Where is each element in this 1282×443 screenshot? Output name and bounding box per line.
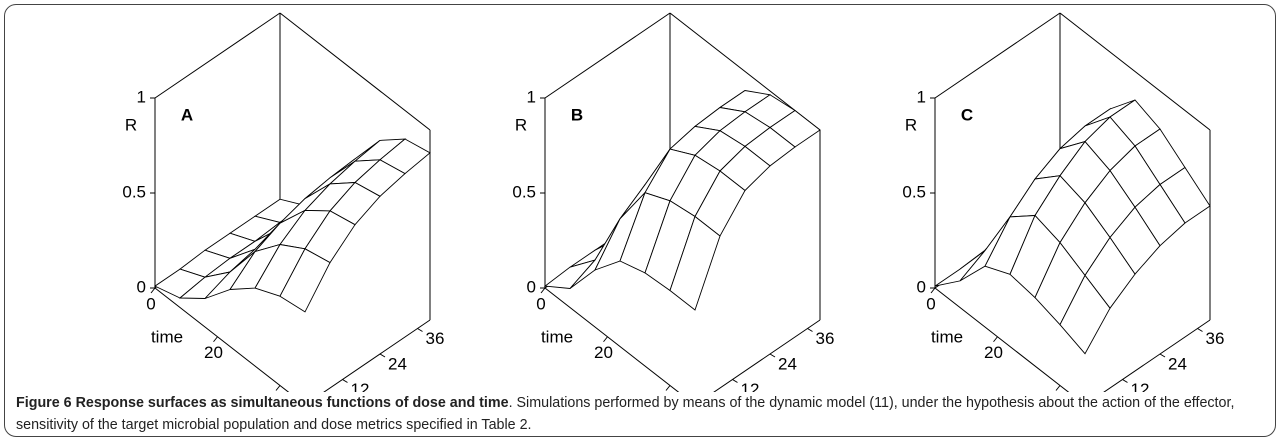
x-tick-label: 20 bbox=[594, 343, 613, 362]
x-tick bbox=[1055, 385, 1061, 391]
z-axis-label: R bbox=[905, 115, 917, 134]
figure-panels: 00.51020400122436RAtimedose00.5102040012… bbox=[122, 12, 1225, 392]
y-tick bbox=[769, 353, 776, 358]
z-tick-label: 1 bbox=[917, 87, 926, 106]
x-axis-label: time bbox=[151, 328, 183, 347]
panel-label: A bbox=[181, 105, 193, 124]
x-tick-label: 20 bbox=[984, 343, 1003, 362]
z-tick-label: 0.5 bbox=[902, 182, 926, 201]
surface-patch bbox=[669, 215, 721, 311]
x-axis-label: time bbox=[541, 328, 573, 347]
z-tick-label: 1 bbox=[527, 87, 536, 106]
caption: Figure 6 Response surfaces as simultaneo… bbox=[16, 392, 1268, 436]
z-tick-label: 1 bbox=[137, 87, 146, 106]
x-tick bbox=[540, 287, 546, 294]
surface-patch bbox=[1059, 274, 1111, 355]
x-tick-label: 20 bbox=[204, 343, 223, 362]
y-tick-label: 12 bbox=[1131, 380, 1150, 392]
y-tick-label: 24 bbox=[1168, 354, 1187, 373]
y-axis bbox=[713, 319, 821, 392]
y-axis-label: dose bbox=[785, 390, 822, 392]
box-edge bbox=[1059, 12, 1211, 131]
y-tick-label: 12 bbox=[351, 380, 370, 392]
box-edge bbox=[934, 12, 1061, 99]
y-tick-label: 24 bbox=[388, 354, 407, 373]
box-edge bbox=[154, 12, 281, 99]
x-tick bbox=[665, 385, 671, 391]
y-tick-label: 12 bbox=[741, 380, 760, 392]
x-tick bbox=[603, 336, 608, 343]
box-edge bbox=[544, 12, 671, 99]
x-tick-label: 0 bbox=[536, 294, 545, 313]
y-tick-label: 36 bbox=[816, 329, 835, 348]
y-tick bbox=[1122, 379, 1128, 383]
y-tick-label: 24 bbox=[778, 354, 797, 373]
z-tick-label: 0 bbox=[917, 277, 926, 296]
caption-title: Figure 6 Response surfaces as simultaneo… bbox=[16, 395, 509, 411]
x-tick-label: 0 bbox=[926, 294, 935, 313]
z-tick-label: 0.5 bbox=[122, 182, 146, 201]
y-tick-label: 36 bbox=[1206, 329, 1225, 348]
box-edge bbox=[279, 12, 431, 131]
y-tick bbox=[417, 328, 423, 332]
z-axis-label: R bbox=[515, 115, 527, 134]
y-axis bbox=[1103, 319, 1211, 392]
y-tick bbox=[732, 379, 738, 383]
z-tick-label: 0.5 bbox=[512, 182, 536, 201]
y-tick-label: 36 bbox=[426, 329, 445, 348]
x-tick-label: 0 bbox=[146, 294, 155, 313]
x-tick bbox=[213, 336, 218, 343]
panel-label: C bbox=[961, 105, 973, 124]
panel-label: B bbox=[571, 105, 583, 124]
x-tick bbox=[930, 287, 936, 294]
surface-patch bbox=[279, 248, 331, 313]
y-tick bbox=[807, 328, 813, 332]
z-tick-label: 0 bbox=[527, 277, 536, 296]
y-axis bbox=[323, 319, 431, 392]
y-tick bbox=[379, 353, 386, 358]
x-tick bbox=[275, 385, 281, 391]
y-tick bbox=[1159, 353, 1166, 358]
z-axis-label: R bbox=[125, 115, 137, 134]
x-axis-label: time bbox=[931, 328, 963, 347]
x-tick bbox=[150, 287, 156, 294]
caption-text: . Simulations performed by means of the … bbox=[16, 395, 1235, 433]
y-axis-label: dose bbox=[1175, 390, 1212, 392]
y-axis-label: dose bbox=[395, 390, 432, 392]
z-tick-label: 0 bbox=[137, 277, 146, 296]
y-tick bbox=[1197, 328, 1203, 332]
x-tick bbox=[993, 336, 998, 343]
y-tick bbox=[342, 379, 348, 383]
figure-frame bbox=[4, 4, 1276, 437]
